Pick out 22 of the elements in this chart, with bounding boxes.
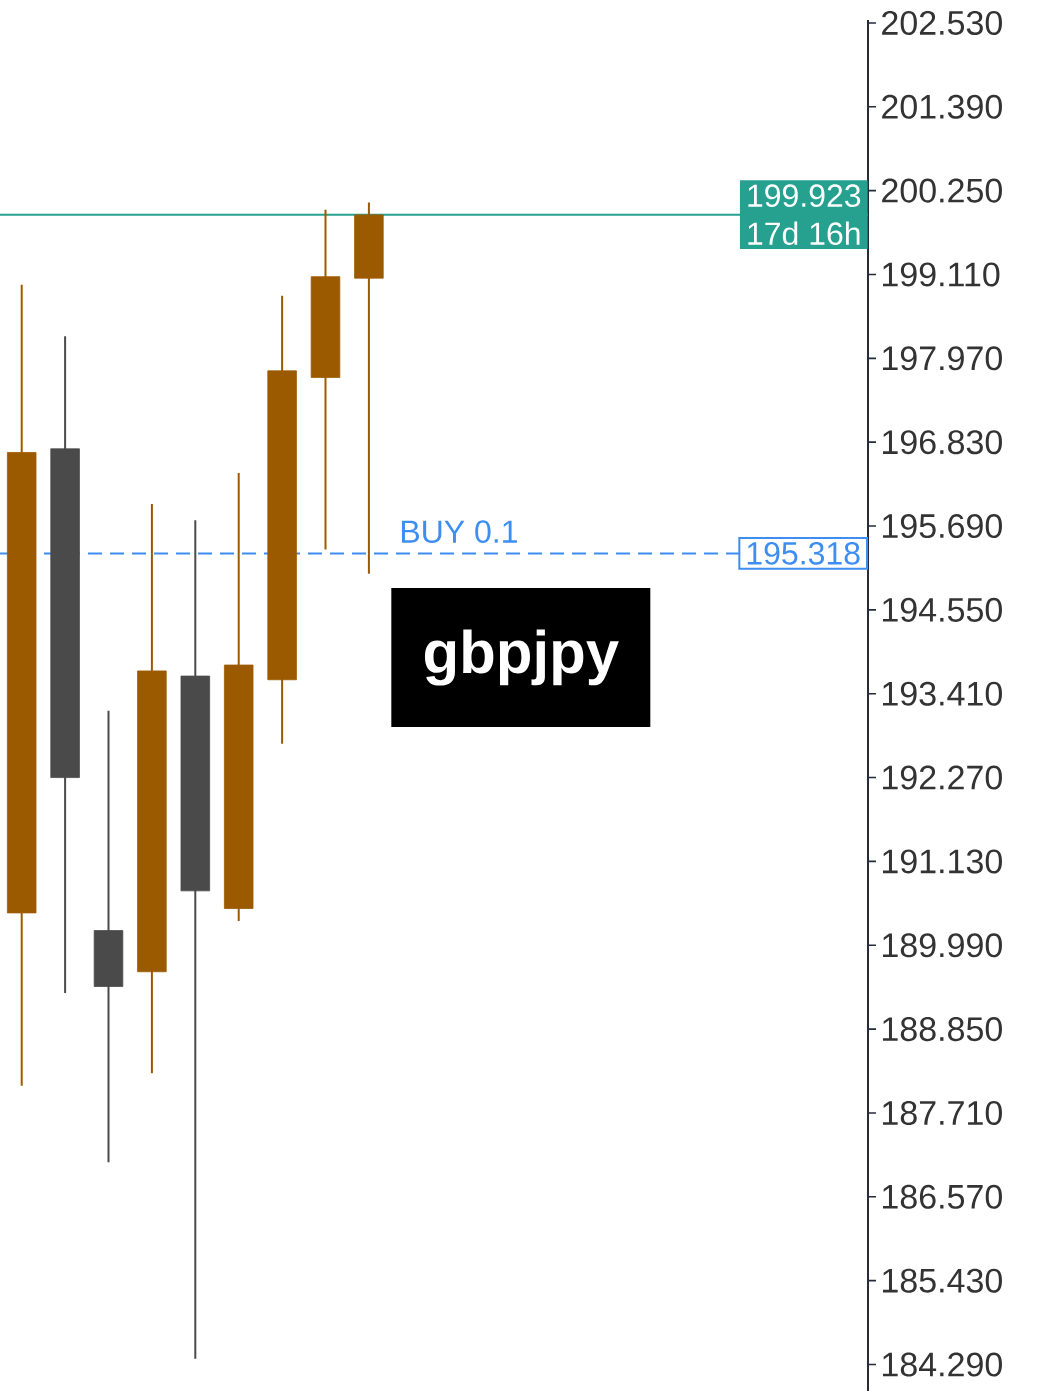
ref-line-label: 199.923 xyxy=(748,184,861,208)
y-tick-label: 184.290 xyxy=(883,1352,1002,1377)
ref-line-label: 195.318 xyxy=(747,542,860,565)
y-tick-label: 186.570 xyxy=(883,1184,1002,1209)
y-tick-label: 191.130 xyxy=(883,849,1002,874)
y-tick-label: 197.970 xyxy=(883,346,1002,371)
annotation: BUY 0.1 xyxy=(401,520,517,543)
y-tick-label: 187.710 xyxy=(883,1100,1002,1126)
y-tick-label: 188.850 xyxy=(883,1017,1002,1042)
y-tick-label: 196.830 xyxy=(883,430,1002,455)
text: gbpjpy xyxy=(424,629,619,686)
y-tick-label: 185.430 xyxy=(883,1268,1002,1293)
y-tick-label: 199.110 xyxy=(883,262,1000,287)
y-tick-label: 192.270 xyxy=(883,765,1002,790)
y-tick-label: 194.550 xyxy=(883,597,1002,622)
y-tick-label: 202.530 xyxy=(882,10,1002,35)
y-tick-label: 193.410 xyxy=(883,681,1002,706)
y-tick-label: 189.990 xyxy=(883,933,1002,958)
y-tick-label: 200.250 xyxy=(882,178,1002,203)
y-tick-label: 201.390 xyxy=(882,94,1002,119)
annotation: 17d 16h xyxy=(748,221,860,246)
y-tick-label: 195.690 xyxy=(883,513,1002,539)
